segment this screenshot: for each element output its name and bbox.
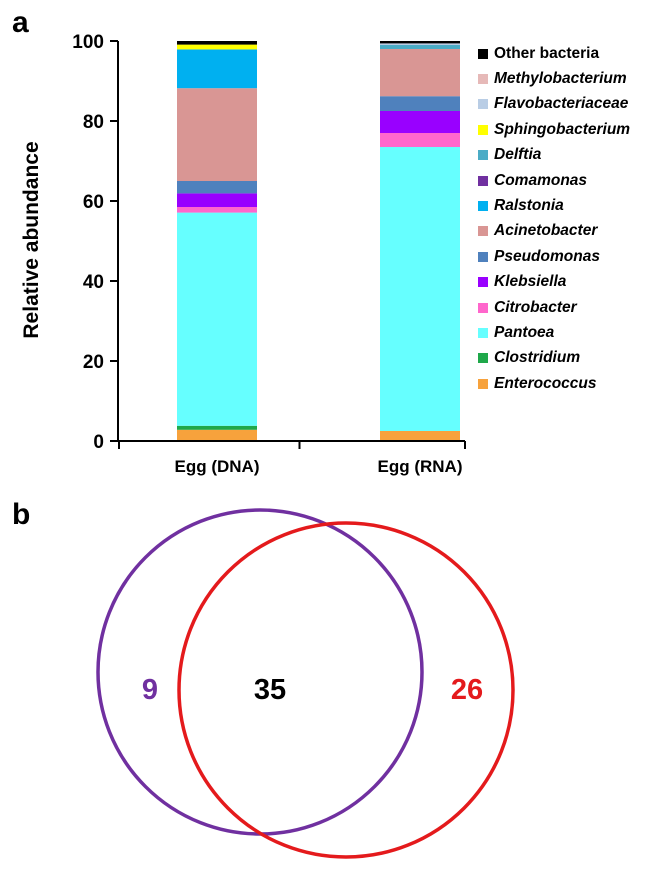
venn-circle-red (177, 521, 515, 859)
panel-b-label: b (12, 498, 31, 531)
y-tick-label: 40 (83, 272, 104, 293)
legend-label: Enterococcus (494, 374, 597, 392)
venn-right-only-count: 26 (451, 674, 483, 706)
bar-segment-enterococcus (177, 429, 257, 441)
legend-label: Flavobacteriaceae (494, 95, 629, 113)
venn-diagram: 9 35 26 (96, 508, 515, 859)
bar-segment-citrobacter (177, 207, 257, 213)
legend-label: Acinetobacter (494, 222, 598, 240)
legend-label: Methylobacterium (494, 70, 627, 88)
legend-item: Sphingobacterium (478, 117, 654, 142)
bars-layer (177, 41, 460, 441)
bar-segment-sphingobacterium (177, 44, 257, 50)
bar-segment-pseudomonas (177, 181, 257, 194)
bar-segment-flavobacteriaceae (380, 43, 460, 45)
bar-segment-pseudomonas (380, 96, 460, 111)
legend-item: Acinetobacter (478, 219, 654, 244)
legend-item: Delftia (478, 143, 654, 168)
venn-left-only-count: 9 (142, 674, 158, 706)
venn-intersection-count: 35 (254, 674, 286, 706)
legend-item: Clostridium (478, 346, 654, 371)
legend-item: Comamonas (478, 168, 654, 193)
venn-circle-purple (96, 508, 424, 836)
legend-item: Pantoea (478, 320, 654, 345)
legend-swatch (478, 99, 488, 110)
bar-segment-enterococcus (380, 431, 460, 441)
legend-swatch (478, 302, 488, 313)
bar-segment-delftia (380, 45, 460, 49)
y-tick-label: 60 (83, 192, 104, 213)
legend-swatch (478, 201, 488, 212)
legend-swatch (478, 353, 488, 364)
legend-swatch (478, 226, 488, 237)
legend-swatch (478, 251, 488, 262)
legend-label: Sphingobacterium (494, 120, 631, 138)
y-tick-label: 20 (83, 352, 104, 373)
bar-segment-clostridium (177, 425, 257, 430)
bar-segment-acinetobacter (177, 88, 257, 181)
legend-label: Clostridium (494, 349, 581, 367)
bar-segment-ralstonia (177, 49, 257, 89)
legend-item: Methylobacterium (478, 66, 654, 91)
legend-label: Comamonas (494, 171, 588, 189)
bar-segment-citrobacter (380, 133, 460, 147)
legend-item: Other bacteria (478, 41, 654, 66)
y-tick-label: 100 (72, 32, 104, 53)
bar-segment-other-bacteria (177, 41, 257, 45)
y-axis-label: Relative abundance (20, 141, 43, 338)
legend-label: Klebsiella (494, 273, 567, 291)
bar-segment-klebsiella (177, 193, 257, 207)
y-tick-label: 0 (93, 432, 104, 453)
chart-legend: Other bacteria Methylobacterium Flavobacte… (478, 41, 654, 396)
bar-segment-pantoea (380, 147, 460, 431)
axes: 0 20 40 60 80 100 Egg (DNA) Egg (RNA) (72, 32, 466, 476)
legend-label: Pantoea (494, 323, 555, 341)
bar-segment-klebsiella (380, 111, 460, 133)
bar-segment-acinetobacter (380, 49, 460, 97)
legend-swatch (478, 277, 488, 288)
legend-label: Delftia (494, 146, 542, 164)
x-category-label: Egg (DNA) (175, 457, 260, 476)
legend-item: Enterococcus (478, 371, 654, 396)
legend-swatch (478, 48, 488, 59)
legend-label: Ralstonia (494, 197, 564, 215)
x-category-label: Egg (RNA) (378, 457, 463, 476)
panel-a-label: a (12, 6, 29, 39)
bar-segment-other-bacteria (380, 41, 460, 44)
legend-swatch (478, 150, 488, 161)
legend-swatch (478, 327, 488, 338)
stacked-bar-chart: Relative abundance 0 20 40 60 80 100 Egg (DNA)… (20, 32, 466, 476)
bar-segment-pantoea (177, 212, 257, 426)
legend-item: Citrobacter (478, 295, 654, 320)
legend-item: Flavobacteriaceae (478, 92, 654, 117)
legend-label: Other bacteria (494, 44, 600, 62)
legend-swatch (478, 175, 488, 186)
legend-swatch (478, 124, 488, 135)
legend-swatch (478, 378, 488, 389)
legend-swatch (478, 74, 488, 85)
legend-item: Ralstonia (478, 193, 654, 218)
legend-label: Citrobacter (494, 298, 577, 316)
legend-item: Pseudomonas (478, 244, 654, 269)
y-tick-label: 80 (83, 112, 104, 133)
legend-item: Klebsiella (478, 270, 654, 295)
legend-label: Pseudomonas (494, 247, 600, 265)
